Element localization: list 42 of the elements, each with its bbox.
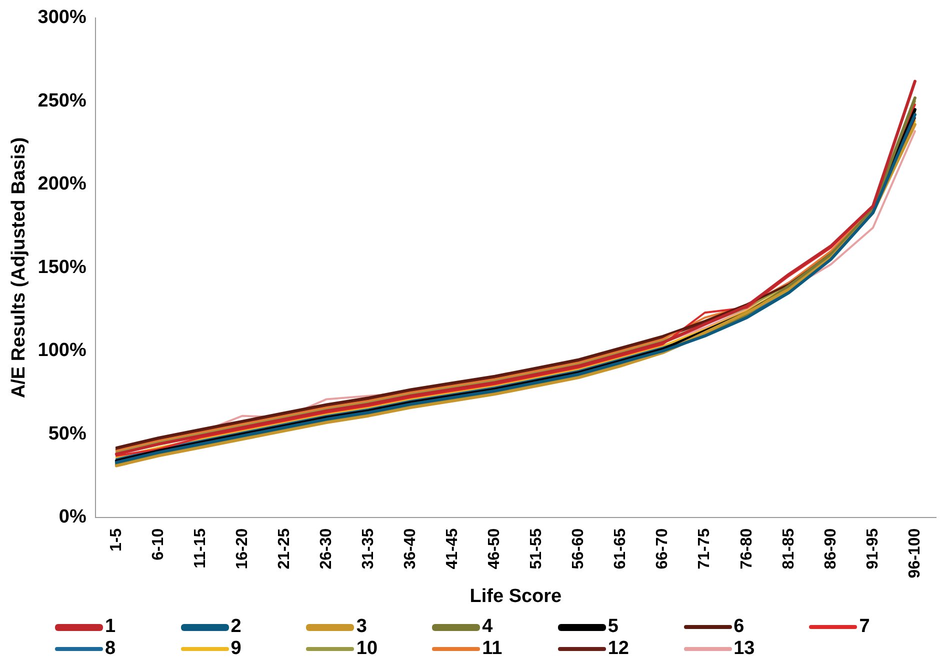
- legend-label: 11: [482, 638, 502, 660]
- x-tick-label: 51-55: [528, 528, 546, 570]
- x-tick-label: 81-85: [780, 528, 798, 570]
- legend-label: 4: [482, 616, 493, 638]
- y-tick-label: 0%: [58, 506, 86, 528]
- x-tick-label: 56-60: [570, 528, 588, 570]
- x-tick-label: 71-75: [696, 528, 714, 570]
- legend-label: 2: [230, 616, 242, 638]
- x-tick-label: 26-30: [318, 528, 335, 570]
- x-tick-label: 76-80: [738, 528, 756, 570]
- x-tick-label: 31-35: [360, 528, 377, 570]
- legend-label: 7: [859, 616, 870, 638]
- x-tick-label: 86-90: [822, 528, 840, 570]
- x-tick-label: 96-100: [906, 528, 924, 578]
- y-tick-label: 100%: [38, 340, 86, 362]
- y-tick-label: 300%: [38, 7, 86, 28]
- x-tick-label: 6-10: [150, 528, 167, 560]
- x-tick-label: 11-15: [192, 528, 209, 568]
- legend-label: 8: [105, 638, 116, 660]
- y-tick-label: 150%: [38, 256, 86, 278]
- x-tick-label: 41-45: [444, 528, 462, 570]
- y-tick-label: 250%: [38, 90, 86, 112]
- x-axis-title: Life Score: [470, 586, 562, 607]
- x-tick-label: 91-95: [864, 528, 882, 570]
- x-tick-label: 21-25: [276, 528, 293, 570]
- x-tick-label: 66-70: [654, 528, 672, 570]
- x-tick-label: 1-5: [108, 528, 125, 552]
- legend-label: 12: [608, 638, 629, 660]
- legend-label: 5: [608, 616, 618, 638]
- y-tick-label: 200%: [38, 174, 86, 195]
- legend-label: 3: [356, 616, 367, 638]
- legend-label: 10: [356, 638, 378, 660]
- legend-label: 1: [105, 616, 116, 638]
- x-tick-label: 36-40: [402, 528, 420, 570]
- x-tick-label: 46-50: [486, 528, 504, 570]
- y-tick-label: 50%: [48, 423, 86, 444]
- y-axis-title: A/E Results (Adjusted Basis): [8, 137, 30, 398]
- legend-label: 9: [230, 638, 242, 660]
- x-tick-label: 61-65: [612, 528, 630, 570]
- legend-label: 13: [734, 638, 755, 660]
- x-tick-label: 16-20: [234, 528, 251, 570]
- legend-label: 6: [734, 616, 744, 638]
